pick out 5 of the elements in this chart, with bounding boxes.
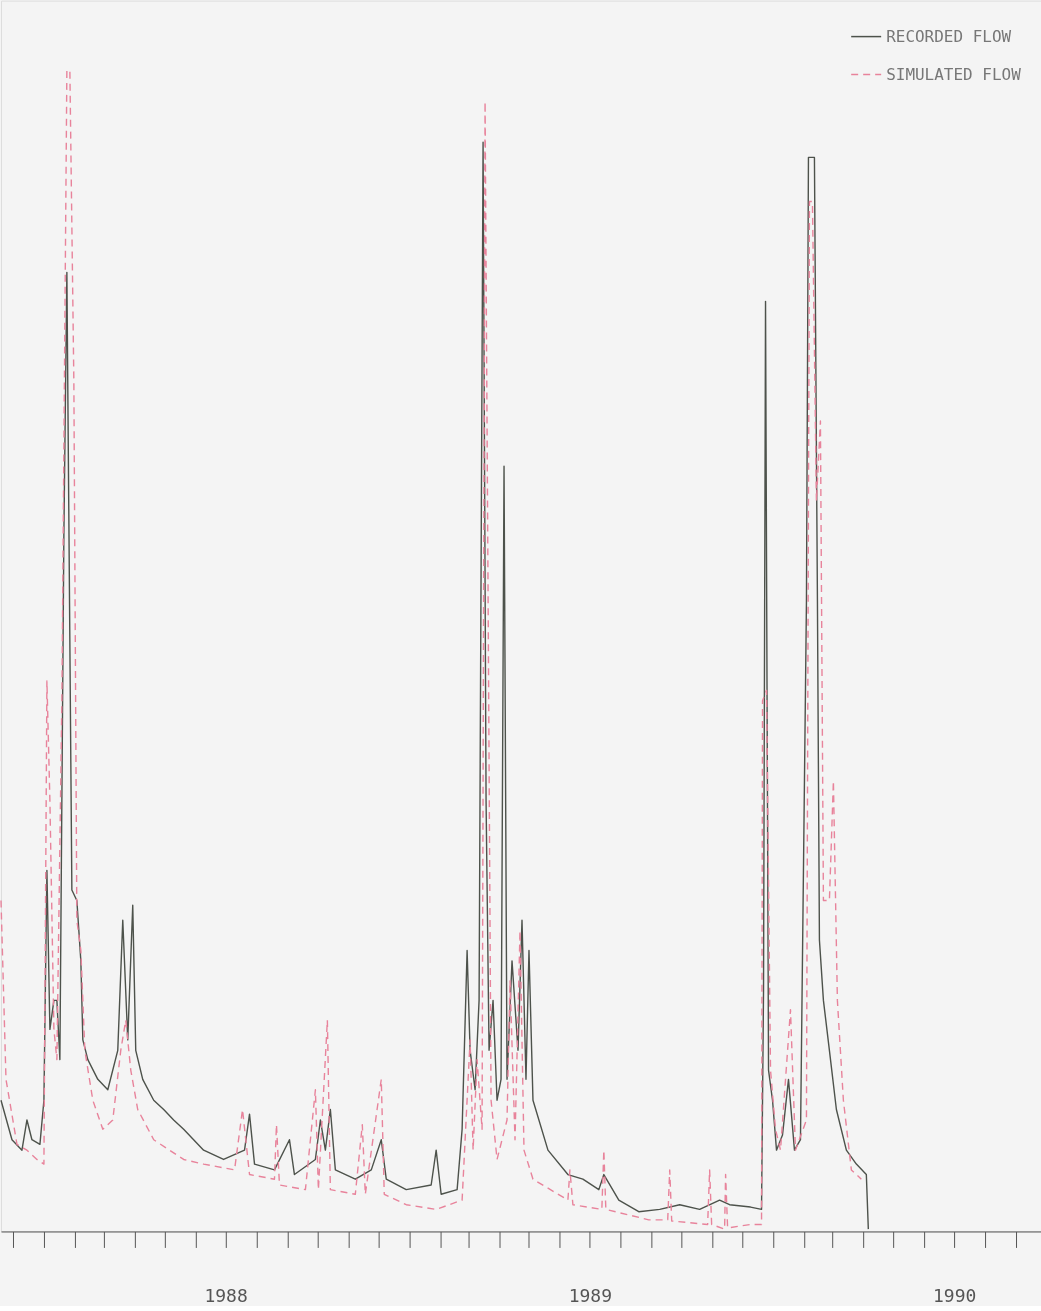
legend-label: RECORDED FLOW <box>886 26 1012 46</box>
legend-label: SIMULATED FLOW <box>886 64 1022 84</box>
x-tick-label: 1989 <box>568 1284 613 1306</box>
x-tick-label: 1988 <box>204 1284 248 1306</box>
x-tick-label: 1990 <box>933 1284 977 1306</box>
